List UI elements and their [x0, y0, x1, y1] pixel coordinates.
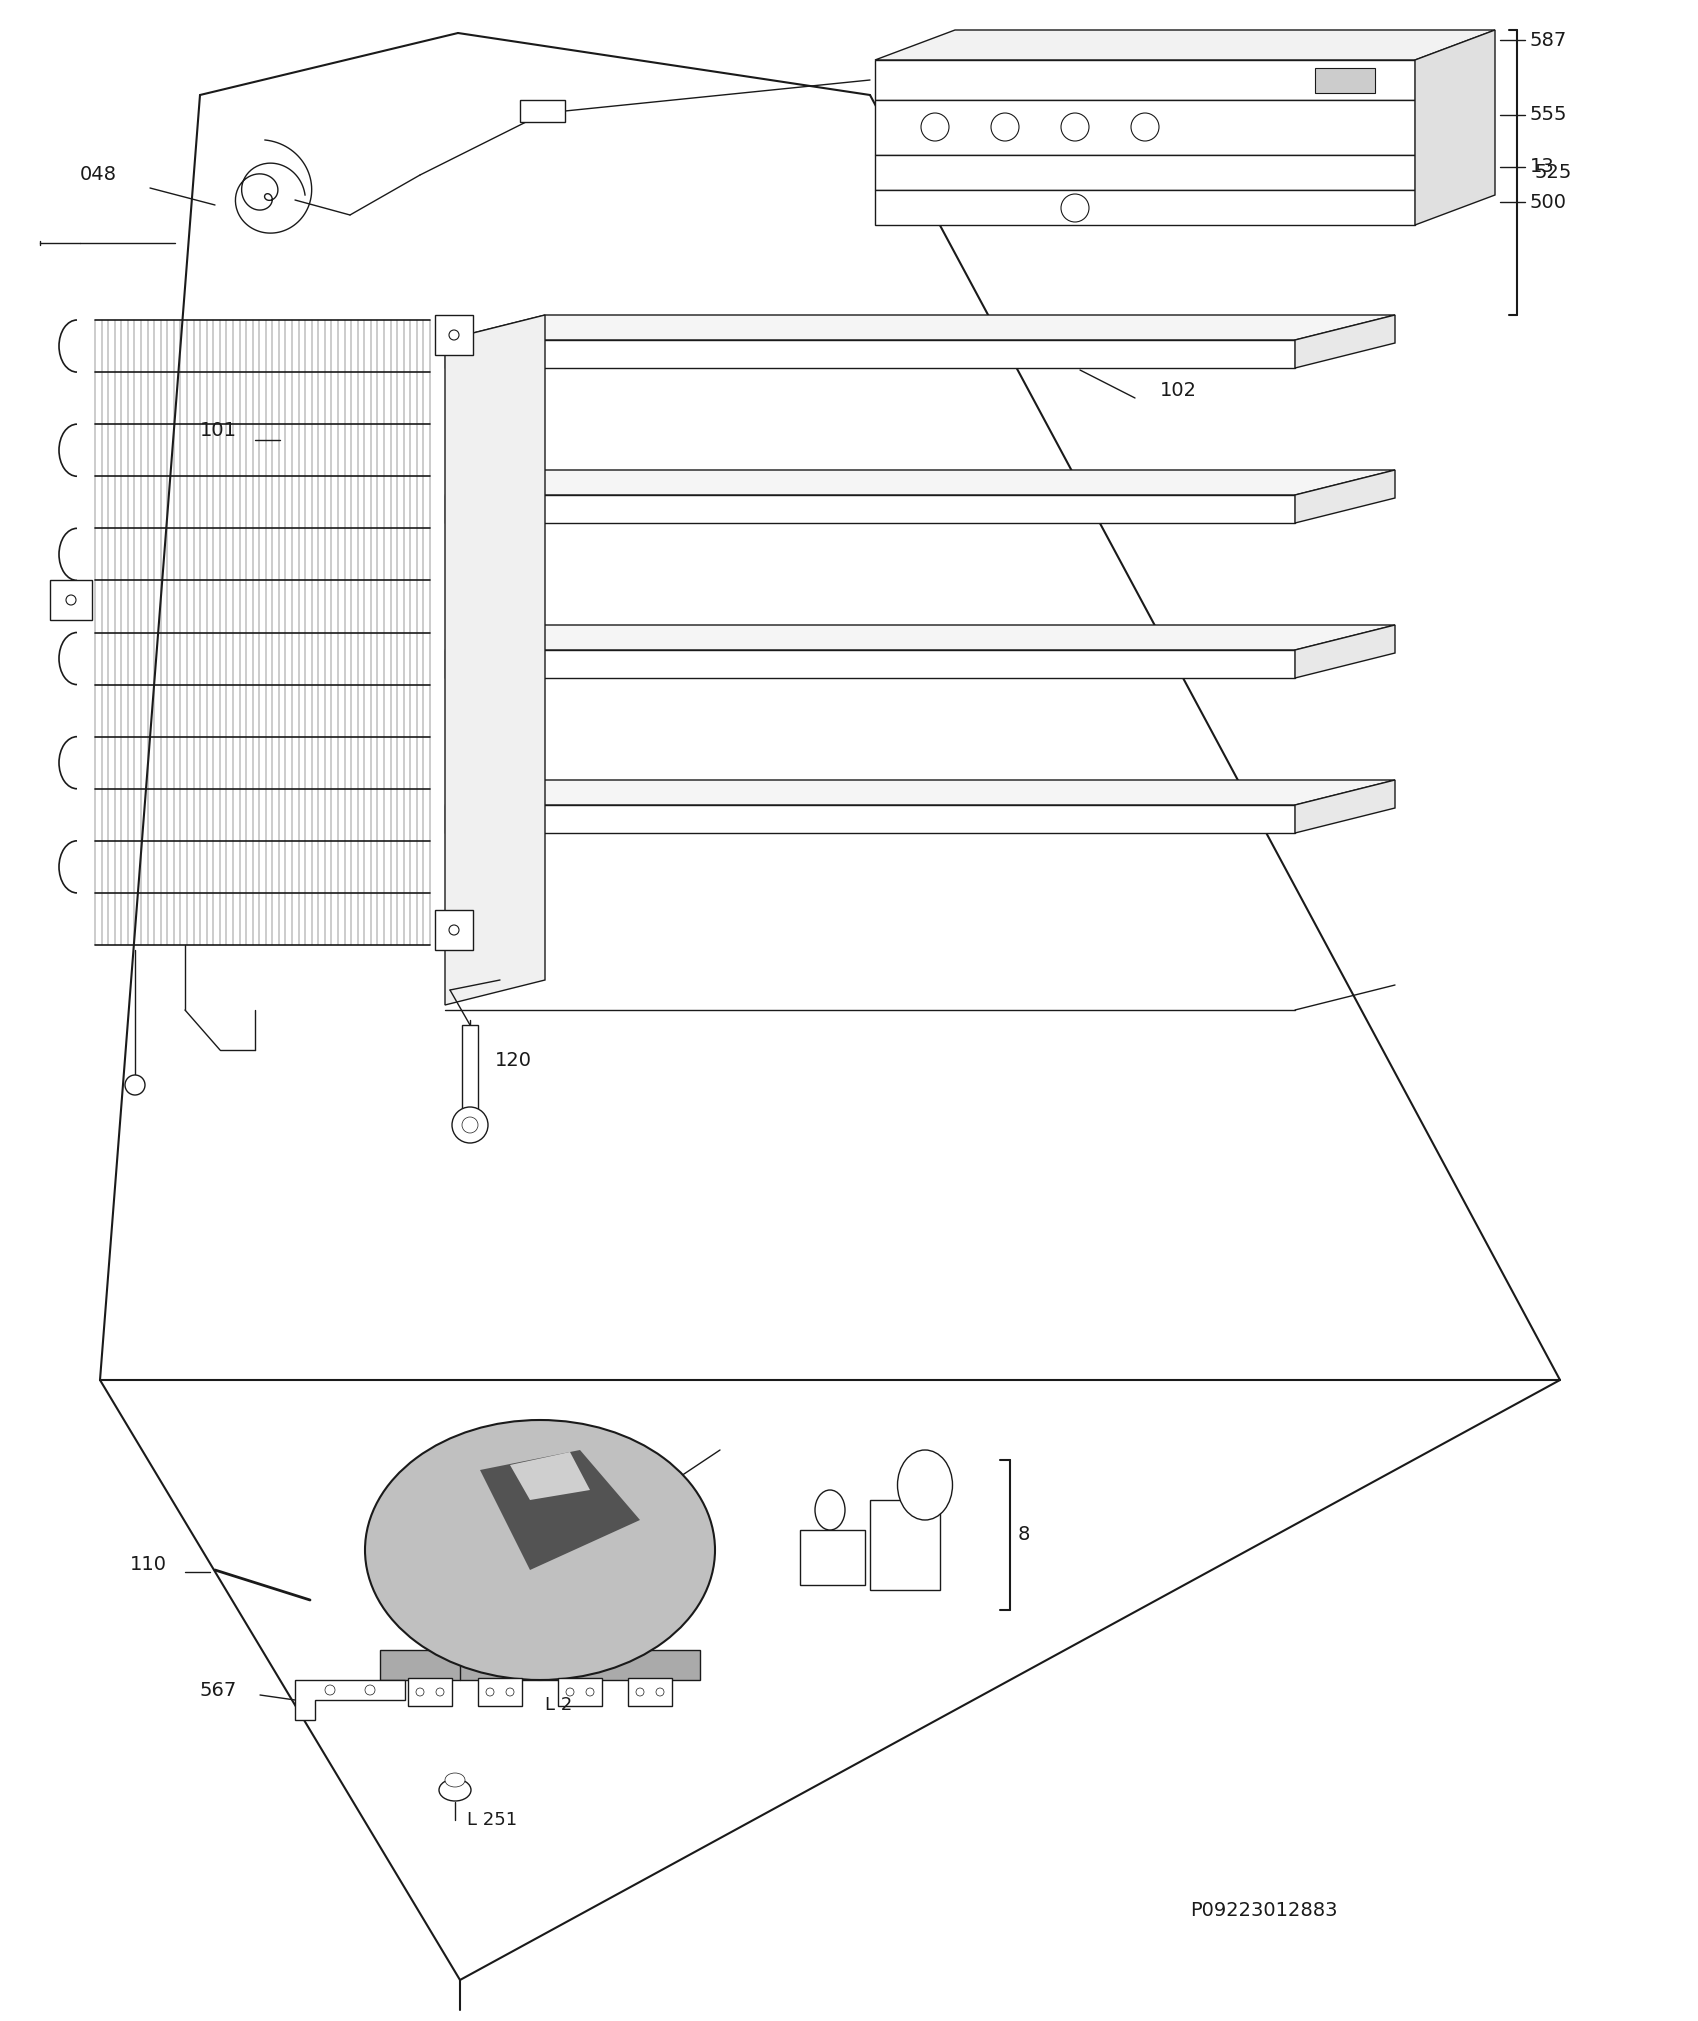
Polygon shape — [445, 315, 545, 1004]
Circle shape — [486, 1688, 494, 1696]
Ellipse shape — [898, 1449, 953, 1520]
Bar — [559, 1677, 603, 1706]
Text: 8: 8 — [1019, 1526, 1031, 1544]
Polygon shape — [445, 780, 1396, 804]
Circle shape — [992, 113, 1019, 141]
Polygon shape — [874, 190, 1414, 224]
Circle shape — [565, 1688, 574, 1696]
Polygon shape — [509, 1451, 589, 1500]
Circle shape — [126, 1075, 144, 1095]
Circle shape — [448, 329, 458, 340]
Polygon shape — [1296, 471, 1396, 523]
Bar — [869, 1500, 941, 1591]
Polygon shape — [445, 624, 1396, 651]
Circle shape — [1131, 113, 1160, 141]
Polygon shape — [1296, 624, 1396, 677]
Text: L 2: L 2 — [545, 1696, 572, 1714]
Bar — [800, 1530, 864, 1584]
Bar — [408, 1677, 452, 1706]
Polygon shape — [445, 340, 1296, 368]
Text: 120: 120 — [496, 1051, 531, 1069]
Polygon shape — [481, 1449, 640, 1570]
Circle shape — [66, 594, 76, 604]
Text: L 251: L 251 — [467, 1811, 518, 1829]
Text: 13: 13 — [1530, 158, 1555, 176]
Polygon shape — [445, 651, 1296, 677]
Polygon shape — [874, 156, 1414, 190]
Bar — [479, 1677, 521, 1706]
Polygon shape — [445, 471, 1396, 495]
Ellipse shape — [445, 1772, 465, 1787]
Circle shape — [365, 1686, 375, 1696]
Text: 048: 048 — [80, 166, 117, 184]
Text: 587: 587 — [1530, 30, 1567, 49]
Circle shape — [462, 1118, 479, 1134]
Ellipse shape — [440, 1778, 470, 1801]
Text: 555: 555 — [1530, 105, 1567, 125]
Polygon shape — [295, 1679, 406, 1720]
Text: 567: 567 — [200, 1681, 238, 1700]
Circle shape — [1061, 194, 1088, 222]
Text: 500: 500 — [1530, 192, 1567, 212]
Text: 110: 110 — [131, 1556, 166, 1574]
Circle shape — [452, 1108, 487, 1144]
Polygon shape — [874, 30, 1494, 61]
Polygon shape — [1414, 30, 1494, 224]
Ellipse shape — [365, 1421, 715, 1679]
Circle shape — [655, 1688, 664, 1696]
Bar — [49, 580, 92, 620]
Circle shape — [637, 1688, 644, 1696]
Circle shape — [324, 1686, 335, 1696]
Circle shape — [1061, 113, 1088, 141]
Text: 102: 102 — [1160, 380, 1197, 400]
Bar — [1314, 69, 1375, 93]
Text: 101: 101 — [200, 420, 238, 439]
Polygon shape — [874, 99, 1414, 156]
Text: 525: 525 — [1535, 164, 1572, 182]
Circle shape — [506, 1688, 514, 1696]
Polygon shape — [874, 61, 1414, 99]
Circle shape — [436, 1688, 443, 1696]
Polygon shape — [445, 495, 1296, 523]
Bar — [628, 1677, 672, 1706]
Text: P09223012883: P09223012883 — [1190, 1900, 1338, 1920]
Polygon shape — [445, 315, 1396, 340]
Circle shape — [448, 926, 458, 936]
Bar — [435, 315, 474, 356]
Circle shape — [920, 113, 949, 141]
Polygon shape — [445, 804, 1296, 833]
Polygon shape — [1296, 315, 1396, 368]
Polygon shape — [380, 1649, 700, 1679]
Ellipse shape — [815, 1489, 846, 1530]
Circle shape — [586, 1688, 594, 1696]
Circle shape — [416, 1688, 424, 1696]
Bar — [520, 99, 565, 121]
Polygon shape — [1296, 780, 1396, 833]
Bar — [435, 909, 474, 950]
Bar — [462, 1025, 479, 1116]
